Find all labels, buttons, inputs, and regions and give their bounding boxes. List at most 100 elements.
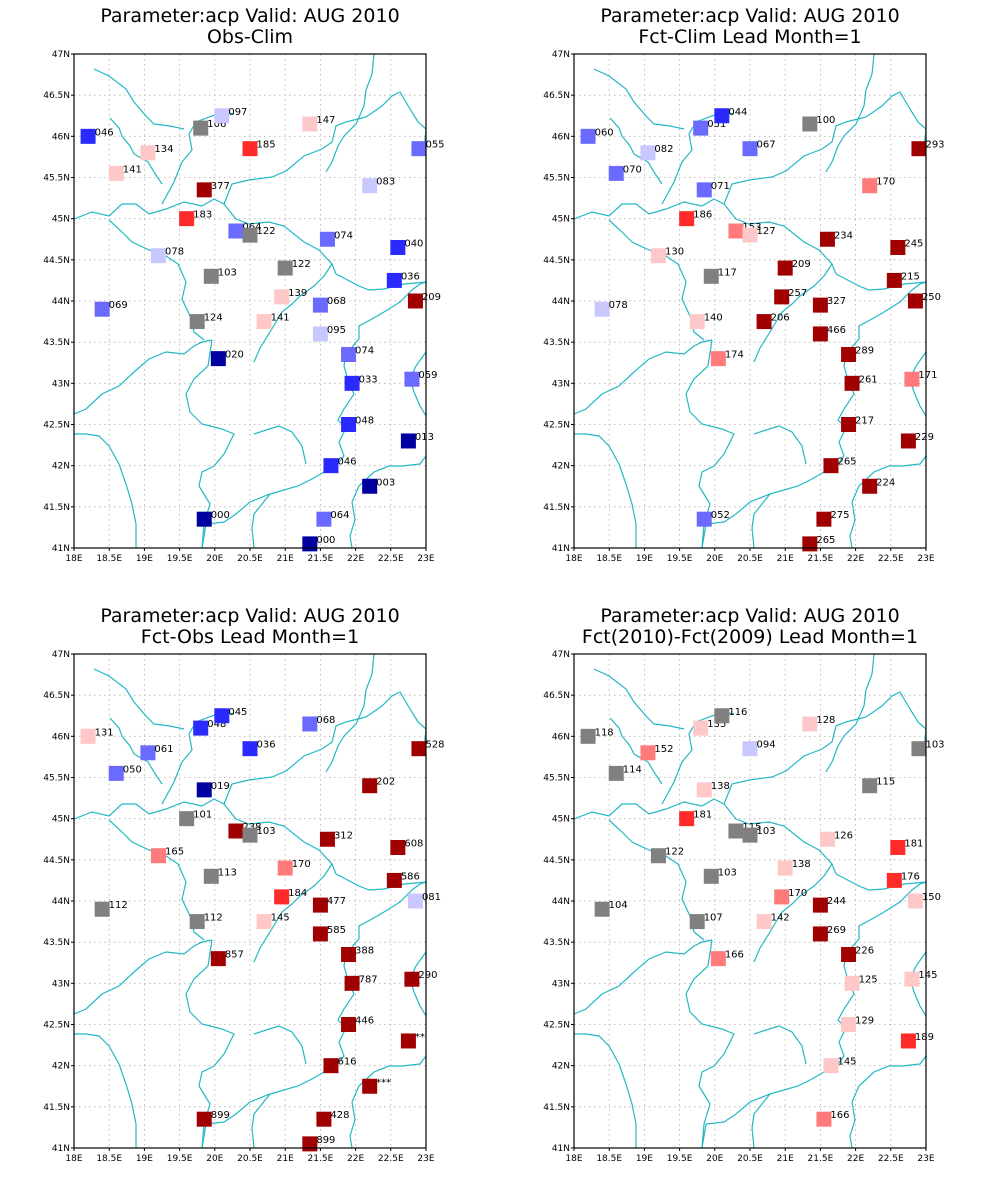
y-tick-label: 47N — [552, 50, 570, 60]
station-value-label: 068 — [316, 715, 335, 726]
station-value-label: 170 — [788, 888, 807, 899]
station-marker — [696, 182, 712, 198]
station-value-label: 107 — [704, 913, 723, 924]
y-tick-label: 46N — [552, 732, 570, 742]
station-marker — [900, 1033, 916, 1049]
station-value-label: 171 — [918, 370, 937, 381]
station-marker — [693, 120, 709, 136]
x-tick-label: 20.5E — [237, 554, 263, 564]
y-tick-label: 42N — [552, 1062, 570, 1072]
x-tick-label: 19.5E — [167, 554, 193, 564]
station-value-label: 787 — [359, 974, 378, 985]
station-marker — [189, 314, 205, 330]
station-marker — [210, 951, 226, 967]
station-value-label: 019 — [211, 781, 230, 792]
station-marker — [594, 301, 610, 317]
x-tick-label: 18E — [65, 554, 82, 564]
station-marker — [214, 708, 230, 724]
station-marker — [407, 293, 423, 309]
station-value-label: 388 — [355, 946, 374, 957]
station-value-label: 139 — [288, 288, 307, 299]
station-value-label: 174 — [725, 350, 744, 361]
x-tick-label: 22E — [347, 554, 364, 564]
y-tick-label: 41N — [552, 544, 570, 554]
x-tick-label: 22.5E — [378, 554, 404, 564]
station-value-label: 250 — [922, 292, 941, 303]
x-tick-label: 18.5E — [596, 554, 622, 564]
x-tick-label: 20.5E — [737, 554, 763, 564]
station-value-label: 118 — [595, 727, 614, 738]
station-marker — [640, 145, 656, 161]
x-tick-label: 21.5E — [808, 1154, 834, 1164]
station-value-label: 215 — [901, 271, 920, 282]
station-value-label: 048 — [207, 719, 226, 730]
station-marker — [341, 1017, 357, 1032]
station-value-label: 206 — [771, 313, 790, 324]
station-marker — [323, 1058, 339, 1074]
y-tick-label: 45.5N — [43, 174, 70, 184]
station-marker — [344, 975, 360, 991]
station-value-label: 117 — [718, 267, 737, 278]
x-tick-label: 23E — [917, 554, 934, 564]
station-value-label: 097 — [228, 107, 247, 118]
station-value-label: 064 — [330, 510, 349, 521]
station-value-label: 103 — [718, 867, 737, 878]
station-value-label: 265 — [837, 457, 856, 468]
station-marker — [802, 536, 818, 552]
station-marker — [911, 741, 927, 757]
station-value-label: 130 — [665, 247, 684, 258]
station-marker — [777, 260, 793, 276]
station-value-label: 126 — [834, 830, 853, 841]
station-marker — [862, 178, 878, 194]
y-tick-label: 41.5N — [43, 503, 70, 513]
station-value-label: 229 — [915, 432, 934, 443]
station-marker — [80, 128, 96, 144]
y-tick-label: 44N — [552, 297, 570, 307]
y-tick-label: 47N — [552, 650, 570, 660]
station-marker — [242, 827, 258, 843]
station-marker — [386, 872, 402, 888]
x-tick-label: 20E — [206, 554, 223, 564]
station-marker — [693, 720, 709, 736]
station-value-label: 183 — [193, 210, 212, 221]
station-value-label: 899 — [316, 1135, 335, 1146]
station-marker — [362, 1078, 378, 1094]
station-value-label: 170 — [292, 859, 311, 870]
station-marker — [196, 782, 212, 798]
y-tick-label: 42.5N — [43, 1021, 70, 1031]
station-value-label: 181 — [904, 838, 923, 849]
station-value-label: 261 — [859, 374, 878, 385]
station-marker — [841, 347, 857, 363]
station-value-label: 147 — [316, 115, 335, 126]
station-marker — [242, 227, 258, 243]
station-value-label: 103 — [925, 740, 944, 751]
station-marker — [742, 741, 758, 757]
station-value-label: 101 — [193, 810, 212, 821]
station-marker — [400, 1033, 416, 1049]
station-marker — [341, 347, 357, 363]
station-marker — [742, 827, 758, 843]
y-tick-label: 43N — [52, 379, 70, 389]
station-value-label: 135 — [707, 719, 726, 730]
station-marker — [844, 375, 860, 391]
station-marker — [94, 901, 110, 917]
x-tick-label: 22.5E — [878, 1154, 904, 1164]
station-value-label: 585 — [327, 925, 346, 936]
station-value-label: 586 — [401, 871, 420, 882]
station-marker — [312, 926, 328, 942]
station-marker — [703, 268, 719, 284]
y-tick-label: 42.5N — [43, 421, 70, 431]
station-marker — [608, 765, 624, 781]
station-value-label: 293 — [925, 140, 944, 151]
y-tick-label: 43.5N — [543, 938, 570, 948]
station-value-label: 033 — [359, 374, 378, 385]
x-tick-label: 21E — [777, 554, 794, 564]
station-marker — [179, 811, 195, 827]
station-value-label: 312 — [334, 830, 353, 841]
station-marker — [390, 839, 406, 855]
y-tick-label: 44.5N — [43, 856, 70, 866]
station-value-label: 003 — [376, 477, 395, 488]
station-value-label: 122 — [665, 847, 684, 858]
x-tick-label: 23E — [417, 1154, 434, 1164]
station-value-label: 238 — [242, 822, 261, 833]
